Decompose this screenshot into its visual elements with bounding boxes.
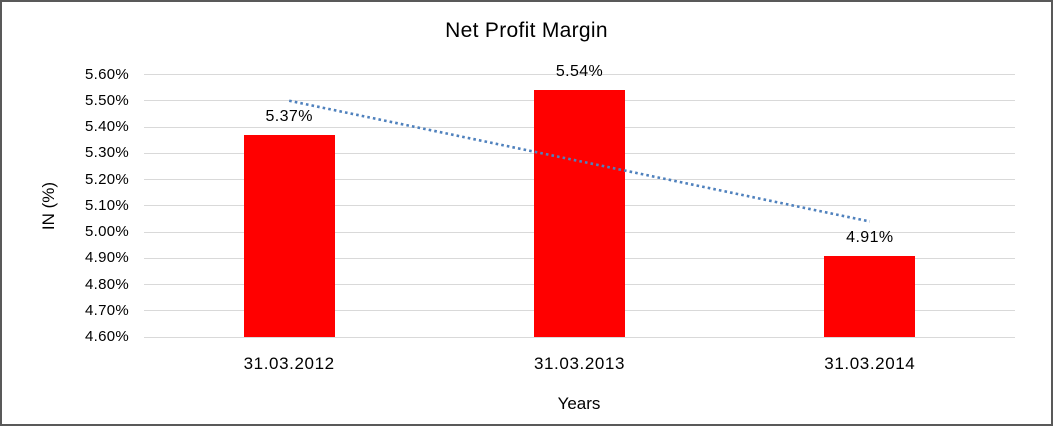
y-tick-label: 4.90% (84, 249, 129, 267)
x-axis-title: Years (557, 394, 601, 413)
y-tick-label: 5.30% (84, 144, 129, 162)
bar-series-net-profit-margin[interactable] (243, 134, 335, 337)
chart-title: Net Profit Margin (445, 19, 608, 42)
y-tick-label: 5.40% (84, 118, 129, 135)
y-tick-label: 5.50% (84, 91, 129, 109)
y-tick-label: 4.60% (84, 328, 129, 345)
bar-series-net-profit-margin[interactable] (824, 255, 916, 337)
gridline (144, 336, 1015, 338)
y-tick-label: 4.70% (84, 301, 129, 319)
y-tick-label: 5.60% (84, 65, 129, 83)
x-category-label: 31.03.2012 (243, 354, 335, 373)
bar-data-label: 4.91% (846, 228, 894, 246)
gridline (144, 74, 1015, 75)
y-tick-label: 4.80% (84, 275, 129, 293)
bar-data-label: 5.37% (265, 107, 313, 125)
y-tick-label: 5.00% (84, 223, 129, 240)
y-tick-label: 5.20% (84, 170, 129, 188)
y-tick-label: 5.10% (84, 196, 129, 214)
bar-series-net-profit-margin[interactable] (534, 90, 625, 337)
x-category-label: 31.03.2014 (824, 354, 916, 373)
x-category-label: 31.03.2013 (533, 354, 626, 373)
bar-data-label: 5.54% (555, 63, 604, 81)
